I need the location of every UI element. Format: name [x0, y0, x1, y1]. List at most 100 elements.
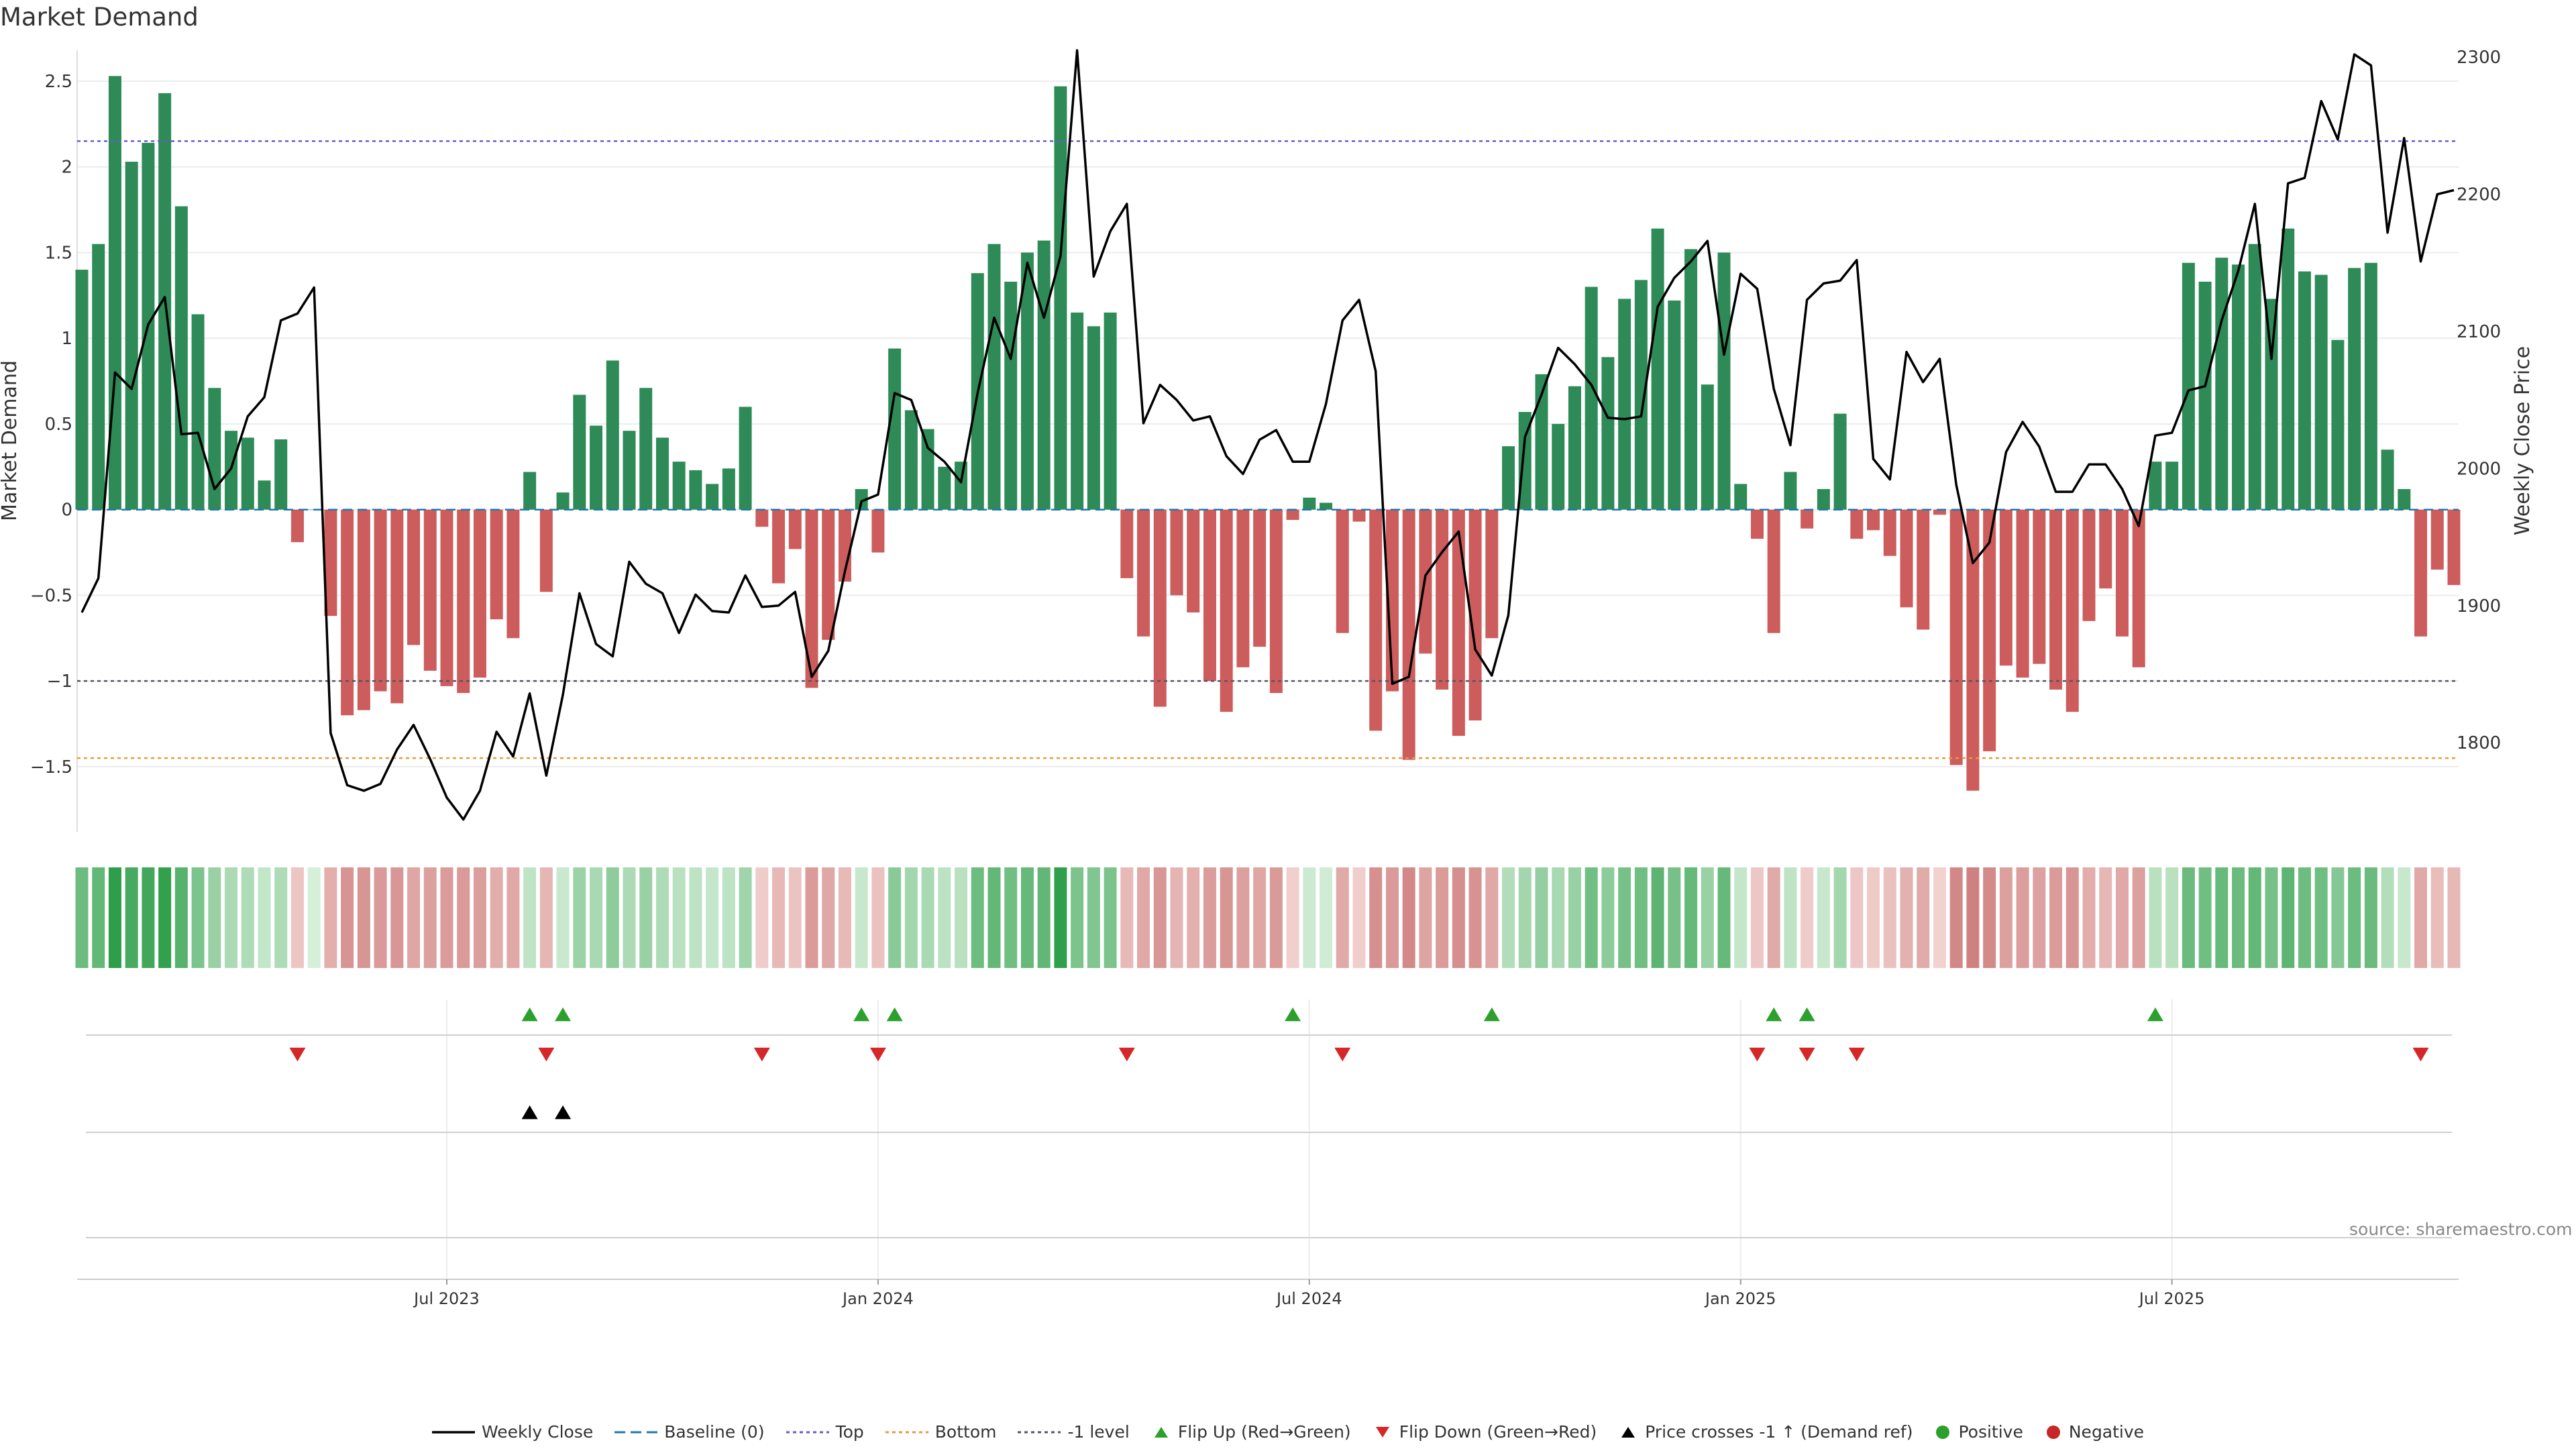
dot-green-icon: [1934, 1424, 1958, 1441]
heat-strip-cell: [1004, 867, 1018, 968]
heat-strip-cell: [904, 867, 918, 968]
heat-strip-cell: [357, 867, 370, 968]
demand-bar: [822, 509, 835, 640]
demand-bar: [921, 429, 934, 510]
heat-strip-cell: [1668, 867, 1681, 968]
chart-legend: Weekly Close Baseline (0) Top Bottom -1 leve…: [0, 1422, 2576, 1442]
legend-label: Negative: [2068, 1422, 2145, 1442]
heat-strip-cell: [1303, 867, 1316, 968]
demand-bar: [606, 360, 619, 510]
demand-bar: [539, 509, 553, 592]
demand-bar: [490, 509, 503, 620]
heat-strip-cell: [2398, 867, 2411, 968]
demand-bar: [639, 388, 653, 510]
heat-strip-cell: [1502, 867, 1515, 968]
heat-strip-cell: [1585, 867, 1598, 968]
heat-strip-cell: [739, 867, 752, 968]
demand-bar: [1568, 386, 1581, 510]
triangle-down-red-icon: [1373, 1424, 1399, 1440]
demand-bar: [1369, 509, 1383, 731]
demand-bar: [573, 394, 586, 510]
heat-strip-cell: [539, 867, 553, 968]
demand-bar: [1701, 384, 1714, 510]
heat-strip-cell: [374, 867, 387, 968]
heat-strip-cell: [1983, 867, 1996, 968]
heat-strip-cell: [490, 867, 503, 968]
heat-strip-cell: [1999, 867, 2012, 968]
legend-item-weekly_close: Weekly Close: [431, 1422, 594, 1442]
demand-bar: [423, 509, 437, 671]
demand-bar: [590, 425, 603, 510]
flip-up-marker: [1483, 1007, 1500, 1022]
heat-strip-cell: [888, 867, 902, 968]
heat-strip-cell: [2065, 867, 2079, 968]
heat-strip-cell: [125, 867, 138, 968]
y-tick-label: 0: [61, 500, 72, 521]
demand-bar: [241, 437, 254, 510]
heat-strip-cell: [722, 867, 735, 968]
y-tick-label: −1.5: [30, 757, 72, 777]
heat-strip-cell: [2215, 867, 2229, 968]
heat-strip-cell: [2232, 867, 2245, 968]
legend-label: Weekly Close: [481, 1422, 594, 1442]
x-tick-label: Jul 2023: [413, 1289, 480, 1308]
legend-label: Flip Up (Red→Green): [1177, 1422, 1351, 1442]
heat-strip-cell: [457, 867, 470, 968]
demand-bar: [2033, 509, 2046, 664]
heat-strip-cell: [1187, 867, 1200, 968]
demand-bar: [1817, 489, 1830, 510]
demand-bar: [1037, 240, 1051, 510]
demand-bar: [2016, 509, 2029, 678]
demand-bar: [506, 509, 520, 639]
demand-bar: [805, 509, 818, 688]
y-tick-label: 1.5: [45, 243, 72, 263]
flip-up-marker: [886, 1007, 903, 1022]
legend-item-price_cross: Price crosses -1 ↑ (Demand ref): [1618, 1422, 1913, 1442]
demand-bar: [2215, 258, 2229, 510]
demand-bar: [407, 509, 421, 645]
heat-strip-cell: [2364, 867, 2377, 968]
x-tick-label: Jul 2025: [2138, 1289, 2205, 1308]
heat-strip-cell: [1717, 867, 1731, 968]
demand-bar: [1120, 509, 1134, 578]
heat-strip-cell: [1419, 867, 1432, 968]
demand-bar: [1767, 509, 1780, 633]
heat-strip-cell: [1286, 867, 1299, 968]
heat-strip-cell: [1352, 867, 1366, 968]
demand-bar: [1220, 509, 1233, 712]
demand-bar: [2165, 462, 2179, 510]
heat-strip-cell: [755, 867, 769, 968]
y2-tick-label: 2100: [2457, 322, 2501, 342]
legend-label: Bottom: [934, 1422, 997, 1442]
demand-bar: [1917, 509, 1930, 630]
heat-strip-cell: [75, 867, 89, 968]
flip-up-marker: [1799, 1007, 1815, 1022]
heat-strip-cell: [672, 867, 686, 968]
heat-strip-cell: [473, 867, 486, 968]
demand-bar: [1552, 423, 1565, 510]
legend-label: Price crosses -1 ↑ (Demand ref): [1645, 1422, 1913, 1442]
price-cross-marker: [521, 1105, 538, 1120]
heat-strip-cell: [1485, 867, 1499, 968]
heat-strip-cell: [1269, 867, 1283, 968]
demand-bar: [1601, 357, 1615, 510]
demand-bar: [2364, 262, 2377, 510]
demand-bar: [1253, 509, 1267, 647]
demand-bar: [2314, 274, 2328, 510]
heat-strip-cell: [1452, 867, 1465, 968]
demand-bar: [1004, 281, 1018, 510]
heat-strip-cell: [191, 867, 205, 968]
heat-strip-cell: [2016, 867, 2029, 968]
heat-strip-cell: [1535, 867, 1548, 968]
heat-strip-cell: [174, 867, 188, 968]
demand-bar: [1518, 412, 1532, 510]
demand-bar: [1734, 484, 1748, 510]
heat-strip-cell: [290, 867, 304, 968]
dot-red-icon: [2045, 1424, 2069, 1441]
demand-bar: [1502, 446, 1515, 510]
demand-bar: [174, 206, 188, 510]
heat-strip-cell: [1900, 867, 1913, 968]
heat-strip-cell: [1468, 867, 1482, 968]
demand-bar: [1104, 312, 1117, 510]
